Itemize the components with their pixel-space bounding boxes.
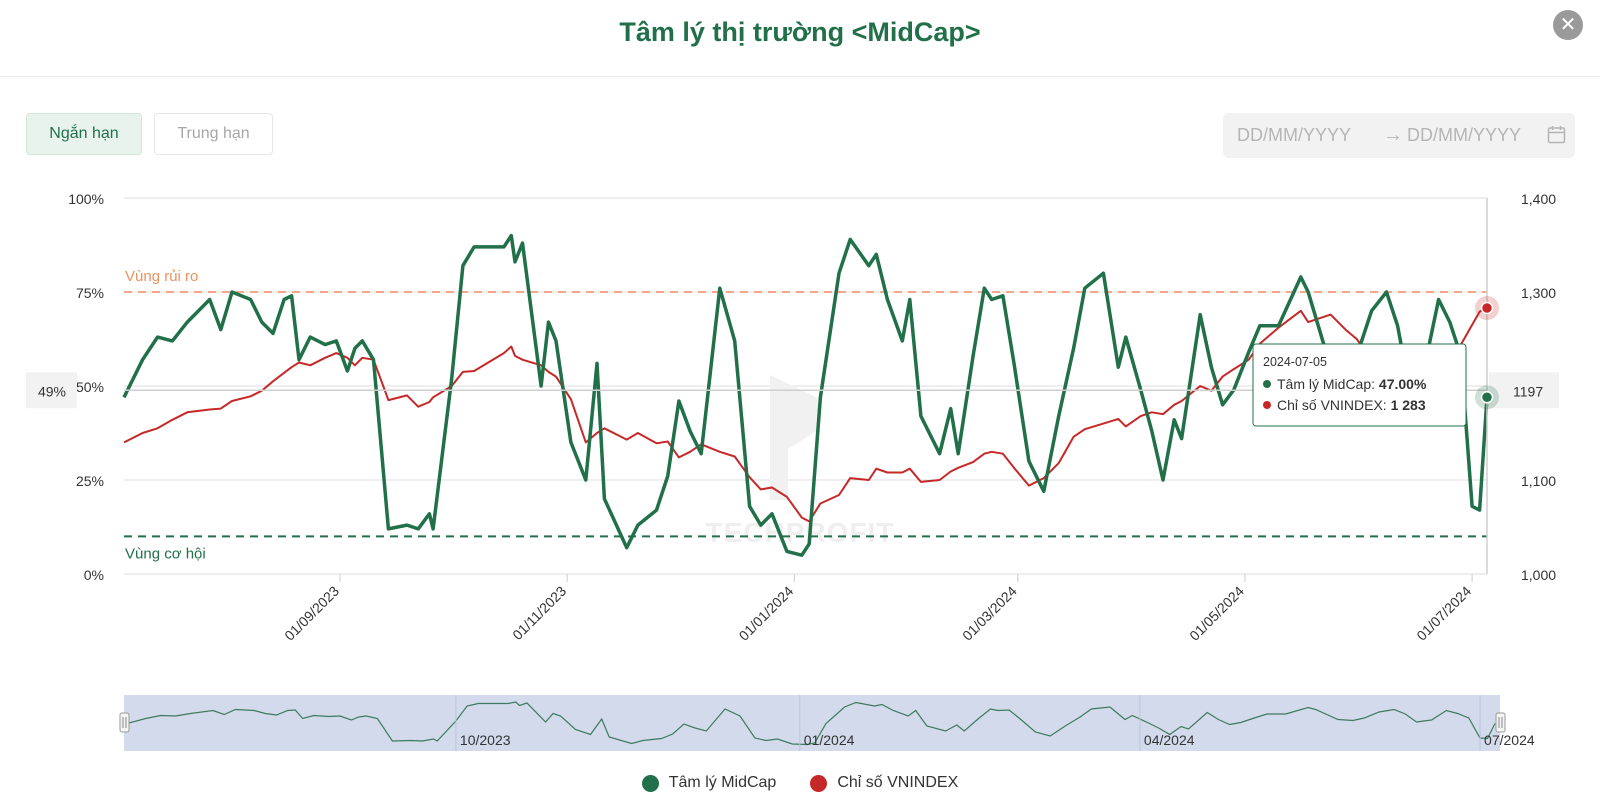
- arrow-right-icon: →: [1383, 124, 1403, 146]
- navigator-handle-right[interactable]: [1495, 712, 1506, 733]
- x-tick-label: 01/05/2024: [1186, 583, 1247, 644]
- zone-lines: Vùng rủi ro Vùng cơ hội: [124, 268, 1487, 562]
- y-left-tick-label: 100%: [68, 191, 104, 207]
- y-left-tick-label: 50%: [76, 379, 104, 395]
- navigator-tick-label: 04/2024: [1144, 732, 1195, 748]
- tooltip: 2024-07-05 Tâm lý MidCap: 47.00% Chỉ số VN…: [1252, 343, 1467, 427]
- navigator-tick-label: 07/2024: [1484, 732, 1535, 748]
- tooltip-row: Tâm lý MidCap: 47.00%: [1277, 376, 1427, 392]
- risk-zone-label: Vùng rủi ro: [125, 268, 198, 285]
- tab-short-term[interactable]: Ngắn hạn: [26, 113, 142, 155]
- legend-dot-midcap: [641, 774, 659, 792]
- calendar-icon[interactable]: [1547, 125, 1566, 149]
- date-range-picker[interactable]: DD/MM/YYYY → DD/MM/YYYY: [1223, 113, 1575, 158]
- x-tick-label: 01/07/2024: [1413, 583, 1474, 644]
- legend-item-vnindex[interactable]: Chỉ số VNINDEX: [810, 774, 958, 792]
- grid: [124, 197, 1487, 575]
- legend: Tâm lý MidCap Chỉ số VNINDEX: [0, 773, 1600, 793]
- crosshair-right-label: 1197: [1513, 383, 1543, 399]
- y-left-tick-label: 0%: [84, 567, 104, 583]
- y-right-tick-label: 1,300: [1521, 285, 1556, 301]
- tooltip-row-value: 1 283: [1391, 397, 1426, 413]
- header: Tâm lý thị trường <MidCap> ✕: [0, 0, 1600, 77]
- watermark-text: TECHPROFIT: [706, 517, 895, 548]
- tooltip-row: Chỉ số VNINDEX: 1 283: [1277, 397, 1426, 413]
- navigator-tick-label: 01/2024: [804, 732, 855, 748]
- tooltip-box: [1252, 343, 1467, 427]
- y-left-tick-label: 25%: [76, 473, 104, 489]
- y-right-tick-label: 1,400: [1521, 191, 1556, 207]
- marker-vnindex: [1480, 301, 1494, 315]
- crosshair-right-label-bg: [1489, 372, 1559, 409]
- watermark-logo-icon: [770, 375, 818, 500]
- tooltip-row-label: Chỉ số VNINDEX:: [1277, 397, 1391, 413]
- page-title: Tâm lý thị trường <MidCap>: [619, 17, 981, 47]
- y-left-tick-label: 75%: [76, 285, 104, 301]
- x-tick-label: 01/01/2024: [736, 583, 797, 644]
- navigator-selection[interactable]: [124, 695, 1500, 751]
- y-right-tick-label: 1,100: [1521, 473, 1556, 489]
- legend-dot-vnindex: [810, 774, 828, 792]
- opportunity-zone-label: Vùng cơ hội: [125, 545, 206, 562]
- legend-label: Tâm lý MidCap: [668, 774, 777, 791]
- navigator-handle-left[interactable]: [119, 712, 130, 733]
- navigator-tick-label: 10/2023: [460, 732, 511, 748]
- marker-midcap: [1480, 391, 1494, 404]
- tooltip-dot: [1263, 380, 1271, 388]
- crosshair-left-label: 49%: [38, 383, 66, 399]
- close-icon: ✕: [1559, 14, 1577, 36]
- close-button[interactable]: ✕: [1553, 10, 1583, 40]
- tooltip-dot: [1263, 401, 1271, 409]
- crosshair-left-label-bg: [26, 372, 77, 409]
- watermark: TECHPROFIT: [706, 375, 895, 548]
- tooltip-row-label: Tâm lý MidCap:: [1277, 376, 1379, 392]
- navigator-series-line: [126, 701, 1496, 746]
- legend-label: Chỉ số VNINDEX: [837, 774, 959, 791]
- tooltip-row-value: 47.00%: [1379, 376, 1427, 392]
- tooltip-date: 2024-07-05: [1263, 355, 1327, 369]
- x-tick-label: 01/09/2023: [281, 583, 342, 644]
- navigator[interactable]: 10/2023 01/2024 04/2024 07/2024: [119, 695, 1535, 751]
- end-date-input[interactable]: DD/MM/YYYY: [1407, 125, 1522, 145]
- y-right-tick-label: 1,000: [1521, 567, 1556, 583]
- series-line-midcap: [122, 233, 1489, 557]
- x-tick-label: 01/11/2023: [509, 583, 569, 643]
- tab-mid-term[interactable]: Trung hạn: [154, 113, 273, 155]
- legend-item-midcap[interactable]: Tâm lý MidCap: [641, 774, 777, 792]
- start-date-input[interactable]: DD/MM/YYYY: [1237, 125, 1352, 145]
- x-tick-label: 01/03/2024: [959, 583, 1020, 644]
